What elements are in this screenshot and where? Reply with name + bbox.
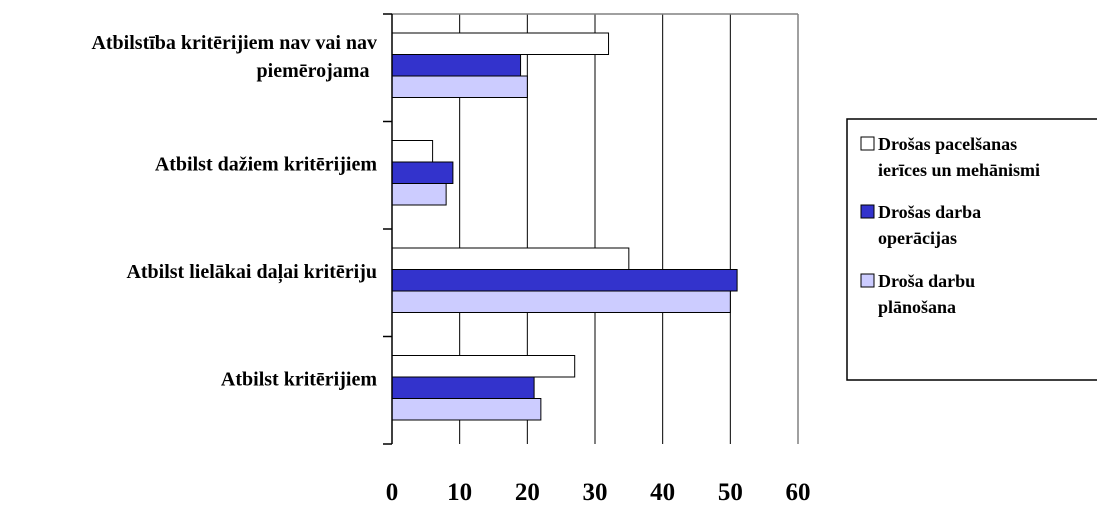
category-label: Atbilstība kritērijiem nav vai nav piemēr… (91, 32, 377, 82)
x-tick-label: 50 (718, 479, 743, 503)
bar-series1-cat2 (391, 140, 434, 163)
bar-series3-cat2 (391, 183, 447, 206)
legend-label-2: Drošas darba operācijas (878, 202, 981, 248)
legend-swatch-1 (860, 136, 875, 151)
x-tick-label: 0 (386, 479, 399, 503)
legend-box (846, 118, 1097, 381)
bar-series3-cat1 (391, 75, 528, 98)
x-tick-label: 60 (786, 479, 811, 503)
x-tick-label: 20 (515, 479, 540, 503)
legend-label-1: Drošas pacelšanas ierīces un mehānismi (878, 134, 1040, 180)
legend-label-3: Droša darbu plānošana (878, 271, 975, 317)
bar-series1-cat4 (391, 355, 576, 378)
bar-series1-cat3 (391, 247, 630, 270)
bar-series2-cat1 (391, 54, 522, 77)
category-label: Atbilst dažiem kritērijiem (155, 153, 377, 175)
legend-swatch-2 (860, 204, 875, 219)
category-label: Atbilst lielākai daļai kritēriju (126, 261, 377, 284)
x-tick-label: 40 (650, 479, 675, 503)
legend-swatch-3 (860, 273, 875, 288)
category-label: Atbilst kritērijiem (221, 368, 377, 390)
bar-series3-cat4 (391, 398, 542, 421)
bar-series3-cat3 (391, 290, 731, 313)
bar-series2-cat4 (391, 376, 535, 399)
x-tick-label: 10 (447, 479, 472, 503)
bar-series2-cat2 (391, 161, 454, 184)
x-tick-label: 30 (583, 479, 608, 503)
bar-series2-cat3 (391, 269, 738, 292)
bar-series1-cat1 (391, 32, 610, 55)
